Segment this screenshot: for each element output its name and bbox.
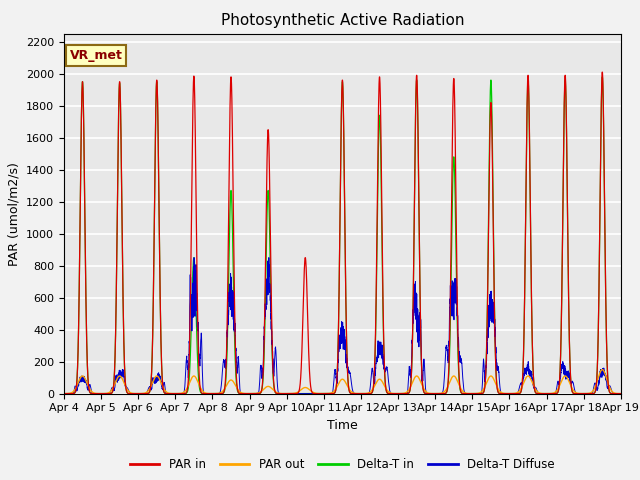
Legend: PAR in, PAR out, Delta-T in, Delta-T Diffuse: PAR in, PAR out, Delta-T in, Delta-T Dif… [125, 454, 560, 476]
Title: Photosynthetic Active Radiation: Photosynthetic Active Radiation [221, 13, 464, 28]
PAR out [436, 391, 444, 396]
PAR in [322, 391, 330, 396]
PAR out [598, 367, 606, 372]
Delta-T Diffuse [322, 391, 330, 396]
PAR in [598, 69, 606, 75]
Delta-T in [467, 391, 475, 396]
PAR in [617, 391, 625, 396]
Delta-T Diffuse [436, 391, 444, 396]
Delta-T in [499, 391, 507, 396]
PAR out [617, 391, 625, 396]
PAR in [60, 391, 68, 396]
Line: Delta-T in: Delta-T in [64, 77, 621, 394]
PAR out [322, 391, 330, 396]
Delta-T Diffuse [499, 391, 507, 396]
Line: PAR out: PAR out [64, 370, 621, 394]
Y-axis label: PAR (umol/m2/s): PAR (umol/m2/s) [8, 162, 20, 265]
PAR in [436, 391, 444, 396]
PAR out [616, 391, 624, 396]
PAR out [499, 390, 507, 396]
Delta-T in [436, 391, 444, 396]
Line: PAR in: PAR in [64, 72, 621, 394]
PAR out [467, 391, 475, 396]
Delta-T in [322, 391, 330, 396]
Delta-T in [616, 391, 624, 396]
Delta-T in [60, 391, 68, 396]
PAR in [160, 389, 168, 395]
Line: Delta-T Diffuse: Delta-T Diffuse [64, 258, 621, 394]
PAR in [499, 391, 507, 396]
Delta-T Diffuse [617, 391, 625, 396]
PAR out [160, 386, 168, 392]
Text: VR_met: VR_met [70, 49, 122, 62]
Delta-T Diffuse [283, 391, 291, 396]
PAR out [60, 391, 68, 396]
Delta-T Diffuse [616, 391, 624, 396]
Delta-T Diffuse [160, 380, 168, 385]
X-axis label: Time: Time [327, 419, 358, 432]
Delta-T Diffuse [60, 391, 68, 396]
PAR in [616, 391, 624, 396]
PAR in [283, 391, 291, 396]
Delta-T in [617, 391, 625, 396]
Delta-T in [283, 391, 291, 396]
PAR in [467, 391, 475, 396]
PAR out [283, 391, 291, 396]
Delta-T Diffuse [190, 255, 198, 261]
Delta-T in [598, 74, 606, 80]
Delta-T in [160, 389, 168, 395]
Delta-T Diffuse [468, 391, 476, 396]
